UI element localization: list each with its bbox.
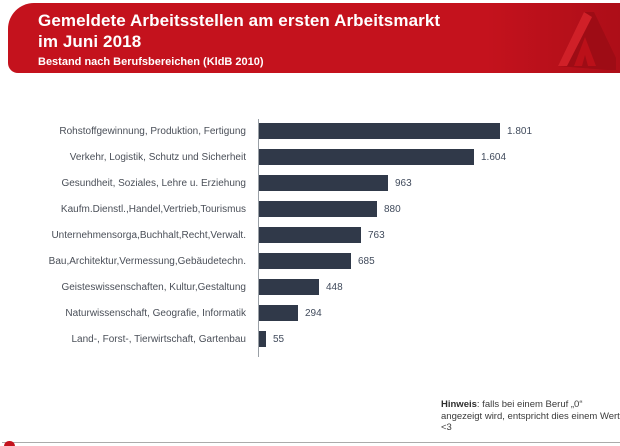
value-label: 55 xyxy=(273,333,285,345)
category-label: Verkehr, Logistik, Schutz und Sicherheit xyxy=(69,151,246,163)
value-label: 294 xyxy=(305,307,322,319)
category-label: Rohstoffgewinnung, Produktion, Fertigung xyxy=(59,125,246,137)
category-label: Unternehmensorga,Buchhalt,Recht,Verwalt. xyxy=(51,229,246,241)
page-subtitle: Bestand nach Berufsbereichen (KldB 2010) xyxy=(38,56,264,68)
category-label: Kaufm.Dienstl.,Handel,Vertrieb,Tourismus xyxy=(60,203,246,215)
value-label: 880 xyxy=(384,203,401,215)
page-title-line2: im Juni 2018 xyxy=(38,32,142,51)
category-label: Land-, Forst-, Tierwirtschaft, Gartenbau xyxy=(71,333,246,345)
value-label: 1.604 xyxy=(481,151,507,163)
value-label: 685 xyxy=(358,255,375,267)
bundesagentur-fuer-arbeit-logo-icon xyxy=(554,8,616,70)
chart-axis-line xyxy=(258,119,259,357)
bar-row: Bau,Architektur,Vermessung,Gebäudetechn.… xyxy=(0,248,620,274)
bar-row: Gesundheit, Soziales, Lehre u. Erziehung… xyxy=(0,170,620,196)
bar-row: Kaufm.Dienstl.,Handel,Vertrieb,Tourismus… xyxy=(0,196,620,222)
category-label: Naturwissenschaft, Geografie, Informatik xyxy=(65,307,246,319)
category-label: Gesundheit, Soziales, Lehre u. Erziehung xyxy=(61,177,246,189)
bar-row: Geisteswissenschaften, Kultur,Gestaltung… xyxy=(0,274,620,300)
bar-row: Land-, Forst-, Tierwirtschaft, Gartenbau… xyxy=(0,326,620,352)
hint-note-text: : falls bei einem Beruf „0“ angezeigt wi… xyxy=(441,399,620,433)
bar xyxy=(259,227,361,243)
bar xyxy=(259,331,266,347)
next-section-edge xyxy=(4,441,15,446)
bar xyxy=(259,253,351,269)
bar-rows: Rohstoffgewinnung, Produktion, Fertigung… xyxy=(0,118,620,352)
category-label: Geisteswissenschaften, Kultur,Gestaltung xyxy=(61,281,246,293)
bar xyxy=(259,305,298,321)
bar xyxy=(259,201,377,217)
header-text: Gemeldete Arbeitsstellen am ersten Arbei… xyxy=(38,10,440,68)
bar xyxy=(259,279,319,295)
bar-row: Verkehr, Logistik, Schutz und Sicherheit… xyxy=(0,144,620,170)
page-title: Gemeldete Arbeitsstellen am ersten Arbei… xyxy=(38,10,440,52)
hint-note: Hinweis: falls bei einem Beruf „0“ angez… xyxy=(441,399,620,434)
page-title-line1: Gemeldete Arbeitsstellen am ersten Arbei… xyxy=(38,11,441,30)
bar-chart: Rohstoffgewinnung, Produktion, Fertigung… xyxy=(0,118,620,352)
header-band: Gemeldete Arbeitsstellen am ersten Arbei… xyxy=(8,3,620,73)
hint-note-label: Hinweis xyxy=(441,399,477,410)
value-label: 763 xyxy=(368,229,385,241)
category-label: Bau,Architektur,Vermessung,Gebäudetechn. xyxy=(48,255,246,267)
value-label: 963 xyxy=(395,177,412,189)
bar-row: Rohstoffgewinnung, Produktion, Fertigung… xyxy=(0,118,620,144)
value-label: 1.801 xyxy=(507,125,533,137)
bar-row: Unternehmensorga,Buchhalt,Recht,Verwalt.… xyxy=(0,222,620,248)
bar xyxy=(259,175,388,191)
bar xyxy=(259,123,500,139)
bar-row: Naturwissenschaft, Geografie, Informatik… xyxy=(0,300,620,326)
bar xyxy=(259,149,474,165)
bottom-divider xyxy=(2,442,620,443)
value-label: 448 xyxy=(326,281,343,293)
